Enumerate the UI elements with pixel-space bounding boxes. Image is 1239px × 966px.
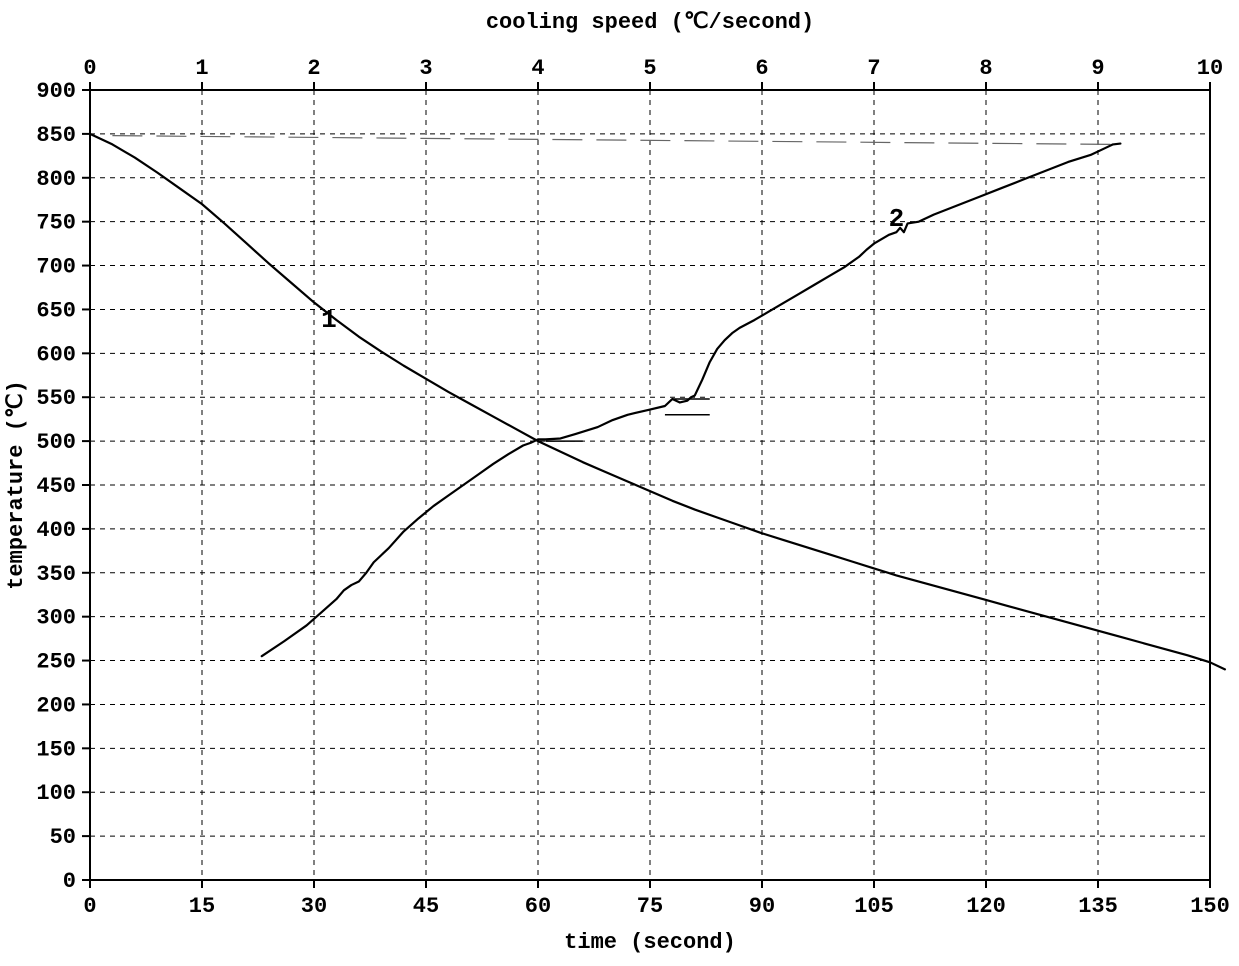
cooling-chart: 0153045607590105120135150012345678910050… — [0, 0, 1239, 966]
chart-background — [0, 0, 1239, 966]
y-tick-label: 650 — [36, 298, 76, 323]
y-tick-label: 100 — [36, 781, 76, 806]
x-top-tick-label: 10 — [1197, 56, 1223, 81]
x-bottom-tick-label: 45 — [413, 894, 439, 919]
x-bottom-tick-label: 105 — [854, 894, 894, 919]
y-tick-label: 550 — [36, 386, 76, 411]
x-bottom-tick-label: 60 — [525, 894, 551, 919]
x-bottom-tick-label: 30 — [301, 894, 327, 919]
x-top-tick-label: 7 — [867, 56, 880, 81]
y-tick-label: 0 — [63, 869, 76, 894]
y-tick-label: 300 — [36, 606, 76, 631]
y-tick-label: 200 — [36, 693, 76, 718]
x-bottom-tick-label: 0 — [83, 894, 96, 919]
x-top-tick-label: 8 — [979, 56, 992, 81]
x-bottom-tick-label: 120 — [966, 894, 1006, 919]
x-top-tick-label: 6 — [755, 56, 768, 81]
y-tick-label: 800 — [36, 167, 76, 192]
chart-svg: 0153045607590105120135150012345678910050… — [0, 0, 1239, 966]
x-top-tick-label: 2 — [307, 56, 320, 81]
series-2-label: 2 — [889, 204, 905, 234]
x-top-tick-label: 1 — [195, 56, 208, 81]
x-bottom-tick-label: 15 — [189, 894, 215, 919]
y-tick-label: 500 — [36, 430, 76, 455]
y-tick-label: 700 — [36, 255, 76, 280]
x-top-tick-label: 5 — [643, 56, 656, 81]
y-tick-label: 450 — [36, 474, 76, 499]
y-tick-label: 350 — [36, 562, 76, 587]
x-bottom-tick-label: 75 — [637, 894, 663, 919]
y-tick-label: 750 — [36, 211, 76, 236]
y-tick-label: 150 — [36, 737, 76, 762]
x-top-tick-label: 4 — [531, 56, 544, 81]
x-top-axis-label: cooling speed (℃/second) — [486, 10, 814, 35]
y-tick-label: 850 — [36, 123, 76, 148]
x-bottom-axis-label: time (second) — [564, 930, 736, 955]
x-top-tick-label: 9 — [1091, 56, 1104, 81]
y-tick-label: 250 — [36, 650, 76, 675]
x-top-tick-label: 3 — [419, 56, 432, 81]
y-tick-label: 900 — [36, 79, 76, 104]
y-axis-label: temperature (℃) — [4, 380, 29, 590]
x-bottom-tick-label: 135 — [1078, 894, 1118, 919]
y-tick-label: 600 — [36, 342, 76, 367]
y-tick-label: 50 — [50, 825, 76, 850]
x-top-tick-label: 0 — [83, 56, 96, 81]
y-tick-label: 400 — [36, 518, 76, 543]
series-1-label: 1 — [321, 305, 337, 335]
x-bottom-tick-label: 150 — [1190, 894, 1230, 919]
x-bottom-tick-label: 90 — [749, 894, 775, 919]
